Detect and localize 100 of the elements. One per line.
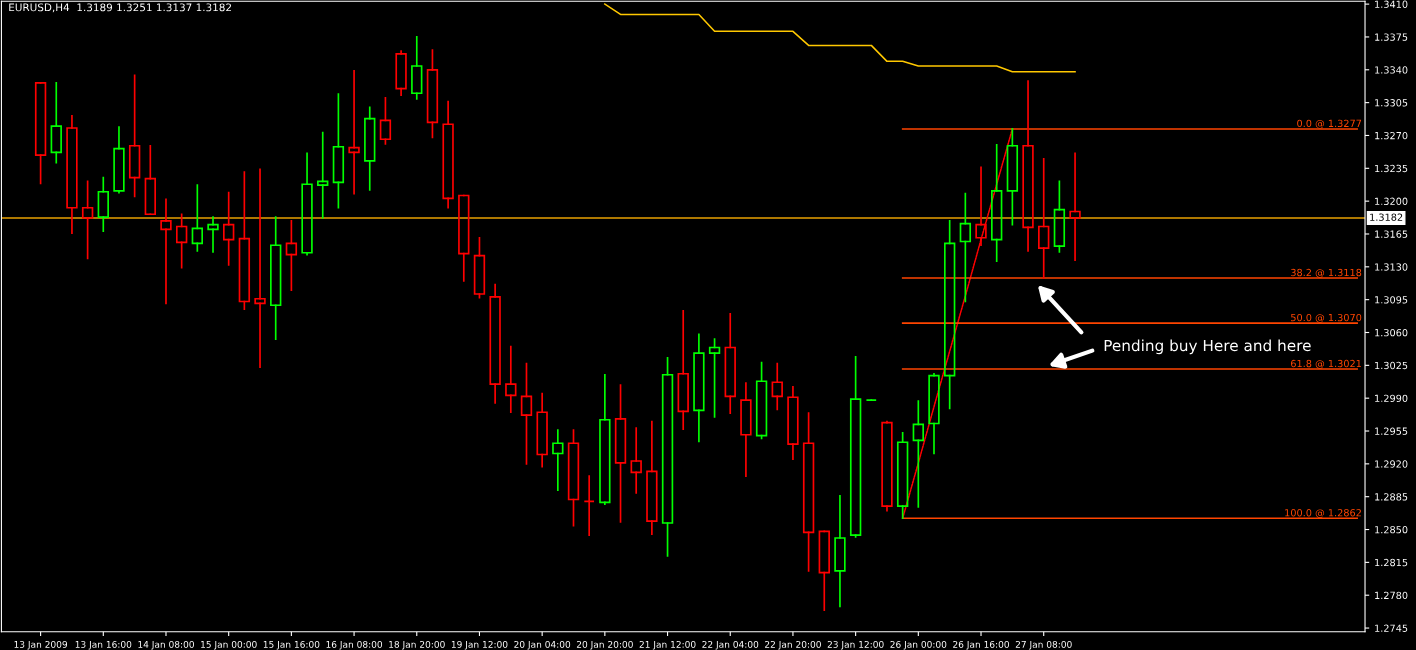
candlestick bbox=[144, 144, 157, 216]
x-tick-label: 26 Jan 16:00 bbox=[953, 640, 1009, 650]
candlestick bbox=[66, 114, 78, 234]
series-label: 100.0 @ 1.2862 bbox=[1285, 509, 1361, 518]
candlestick bbox=[191, 184, 204, 252]
x-tick-label: 23 Jan 12:00 bbox=[827, 640, 884, 650]
candlestick bbox=[489, 283, 501, 404]
y-tick-label: 1.2955 bbox=[1375, 427, 1408, 435]
candlestick bbox=[222, 191, 235, 266]
candlestick bbox=[708, 338, 721, 418]
candlestick bbox=[473, 236, 486, 299]
y-tick-label: 1.2920 bbox=[1375, 460, 1408, 468]
candlestick bbox=[238, 171, 251, 310]
y-tick-label: 1.3130 bbox=[1375, 263, 1408, 271]
y-tick-label: 1.3270 bbox=[1375, 131, 1408, 140]
candlestick bbox=[1022, 80, 1034, 252]
x-tick-label: 16 Jan 08:00 bbox=[326, 640, 383, 650]
candlestick bbox=[677, 310, 689, 430]
y-tick-label: 1.2780 bbox=[1375, 591, 1408, 600]
candlestick bbox=[959, 192, 972, 303]
x-tick-label: 15 Jan 16:00 bbox=[263, 640, 320, 650]
candlestick bbox=[1038, 158, 1050, 279]
candlestick bbox=[896, 432, 909, 520]
candlestick bbox=[458, 194, 470, 282]
candlestick bbox=[990, 144, 1003, 263]
x-tick-label: 14 Jan 08:00 bbox=[138, 640, 194, 650]
candlestick bbox=[97, 176, 109, 233]
candlestick bbox=[928, 372, 940, 455]
y-tick-label: 1.2815 bbox=[1375, 558, 1408, 567]
ref-line-label: 1.3182 bbox=[1370, 213, 1403, 221]
candlestick bbox=[160, 198, 172, 305]
candlestick bbox=[661, 356, 674, 557]
candlestick bbox=[505, 345, 517, 414]
candlestick bbox=[1006, 128, 1019, 226]
x-tick-label: 21 Jan 12:00 bbox=[639, 640, 696, 650]
x-tick-label: 13 Jan 2009 bbox=[14, 640, 68, 650]
candlestick bbox=[1053, 180, 1066, 253]
x-tick-label: 22 Jan 20:00 bbox=[765, 640, 821, 650]
candlestick bbox=[301, 152, 313, 256]
candlestick bbox=[442, 100, 454, 209]
y-tick-label: 1.3025 bbox=[1375, 361, 1408, 370]
candlestick bbox=[975, 166, 987, 247]
candlestick bbox=[943, 220, 956, 410]
candlestick bbox=[740, 382, 752, 477]
x-tick-label: 22 Jan 04:00 bbox=[702, 640, 759, 650]
candlestick bbox=[536, 392, 548, 468]
series-label: 38.2 @ 1.3118 bbox=[1291, 268, 1362, 278]
candlestick bbox=[787, 386, 799, 460]
candlestick bbox=[379, 97, 392, 145]
candlestick bbox=[285, 220, 298, 292]
candlestick bbox=[364, 106, 376, 191]
y-tick-label: 1.3340 bbox=[1375, 66, 1408, 74]
y-tick-label: 1.2850 bbox=[1375, 526, 1408, 534]
candlestick bbox=[802, 412, 815, 572]
candlestick bbox=[113, 126, 125, 194]
candlestick bbox=[175, 213, 188, 269]
line-series bbox=[901, 128, 1014, 520]
candlestick bbox=[567, 429, 580, 527]
x-tick-label: 13 Jan 16:00 bbox=[75, 640, 132, 650]
x-tick-label: 27 Jan 08:00 bbox=[1015, 640, 1072, 650]
y-tick-label: 1.2990 bbox=[1375, 394, 1408, 403]
candlestick bbox=[34, 82, 47, 185]
candlestick bbox=[646, 420, 658, 536]
candlestick bbox=[724, 312, 736, 415]
candlestick bbox=[348, 69, 360, 195]
x-tick-label: 26 Jan 00:00 bbox=[890, 640, 947, 650]
candlestick bbox=[207, 216, 219, 253]
candlestick bbox=[614, 384, 627, 523]
y-tick-label: 1.2745 bbox=[1375, 624, 1408, 632]
line-series bbox=[604, 3, 1076, 73]
y-tick-label: 1.3060 bbox=[1375, 328, 1408, 337]
candlestick bbox=[332, 93, 345, 209]
x-tick-label: 20 Jan 04:00 bbox=[514, 640, 571, 650]
series-label: 61.8 @ 1.3021 bbox=[1291, 359, 1361, 369]
candlestick bbox=[1069, 152, 1081, 262]
y-tick-label: 1.3235 bbox=[1375, 164, 1408, 173]
candlestick bbox=[254, 168, 266, 369]
candlestick bbox=[630, 427, 642, 494]
candlestick bbox=[552, 429, 564, 491]
series-label: 0.0 @ 1.3277 bbox=[1297, 119, 1362, 129]
y-tick-label: 1.3165 bbox=[1375, 230, 1408, 238]
x-tick-label: 15 Jan 00:00 bbox=[201, 640, 257, 650]
candlestick bbox=[270, 216, 282, 340]
candlestick bbox=[317, 131, 329, 219]
annotation: Pending buy Here and here bbox=[1104, 339, 1311, 355]
candlestick bbox=[395, 50, 407, 96]
candlestick bbox=[599, 373, 611, 506]
y-tick-label: 1.2885 bbox=[1375, 493, 1408, 501]
candlestick bbox=[912, 400, 925, 508]
x-tick-label: 20 Jan 20:00 bbox=[576, 640, 633, 650]
y-tick-label: 1.3375 bbox=[1375, 33, 1408, 41]
candlestick bbox=[755, 361, 768, 440]
x-tick-label: 18 Jan 20:00 bbox=[389, 640, 445, 650]
candlestick bbox=[411, 36, 423, 100]
candlestick bbox=[881, 421, 893, 512]
x-tick-label: 19 Jan 12:00 bbox=[451, 640, 508, 650]
y-tick-label: 1.3305 bbox=[1375, 99, 1408, 107]
candlestick bbox=[426, 49, 439, 139]
series-label: 50.0 @ 1.3070 bbox=[1291, 313, 1362, 323]
candlestick bbox=[818, 530, 830, 612]
